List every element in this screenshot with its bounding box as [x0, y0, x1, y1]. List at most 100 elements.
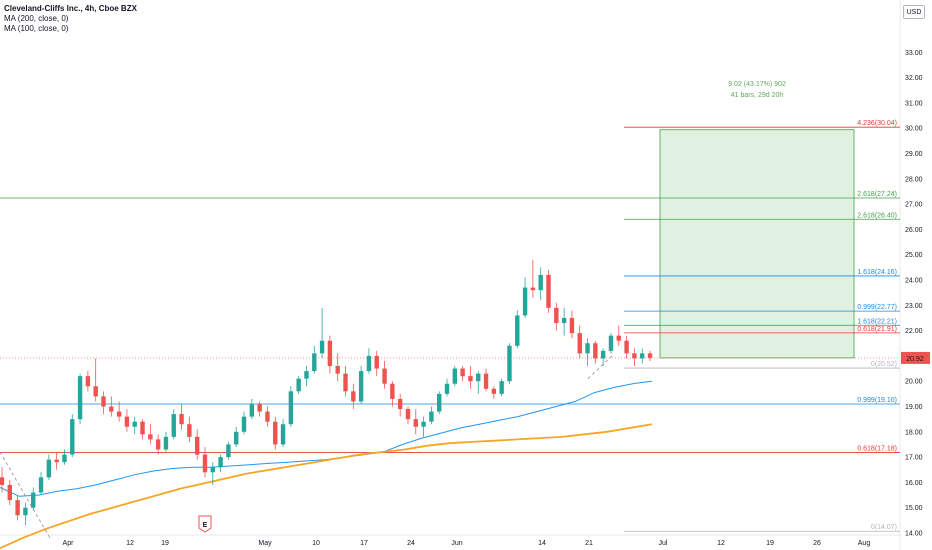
candle-body[interactable]: [319, 340, 325, 354]
candle-body[interactable]: [132, 421, 137, 427]
x-axis-tick-label: Apr: [63, 540, 75, 547]
trend-line[interactable]: [587, 355, 613, 379]
candle-body[interactable]: [335, 366, 340, 374]
trend-line[interactable]: [0, 451, 51, 539]
symbol-title[interactable]: Cleveland-Cliffs Inc., 4h, Cboe BZX: [4, 4, 137, 13]
candle-body[interactable]: [46, 459, 52, 478]
candle-body[interactable]: [600, 350, 606, 359]
x-axis-tick-label: 14: [538, 540, 546, 547]
candle-body[interactable]: [569, 317, 575, 334]
candle-body[interactable]: [312, 353, 317, 372]
candle-body[interactable]: [444, 383, 450, 394]
candle-body[interactable]: [421, 421, 426, 427]
candle-body[interactable]: [265, 411, 270, 422]
earnings-marker[interactable]: E: [198, 515, 212, 533]
candle-body[interactable]: [585, 343, 590, 354]
candle-body[interactable]: [382, 368, 387, 384]
candle-body[interactable]: [171, 414, 176, 437]
candle-body[interactable]: [148, 434, 153, 440]
candle-body[interactable]: [93, 386, 98, 397]
candle-body[interactable]: [468, 376, 473, 382]
candle-body[interactable]: [639, 353, 645, 359]
candle-body[interactable]: [218, 457, 223, 468]
candle-body[interactable]: [179, 414, 184, 425]
candle-body[interactable]: [515, 315, 520, 346]
candle-body[interactable]: [351, 391, 356, 402]
candle-body[interactable]: [163, 436, 169, 450]
candle-body[interactable]: [483, 373, 489, 389]
candle-body[interactable]: [249, 403, 255, 417]
candle-body[interactable]: [343, 373, 348, 392]
candle-body[interactable]: [397, 398, 403, 410]
candle-body[interactable]: [632, 353, 637, 359]
candle-body[interactable]: [187, 424, 192, 437]
candle-body[interactable]: [358, 371, 364, 402]
candle-body[interactable]: [210, 467, 215, 473]
candle-body[interactable]: [460, 368, 465, 377]
candle-body[interactable]: [280, 424, 286, 445]
candle-body[interactable]: [23, 507, 28, 516]
candle-body[interactable]: [491, 388, 497, 394]
y-axis-tick-label: 22.00: [905, 328, 923, 335]
candle-body[interactable]: [70, 419, 75, 455]
ma100-line[interactable]: [0, 380, 653, 497]
candle-body[interactable]: [54, 459, 59, 463]
candle-body[interactable]: [124, 416, 130, 427]
candle-body[interactable]: [327, 340, 333, 367]
ma200-legend[interactable]: MA (200, close, 0): [4, 14, 69, 23]
target-zone[interactable]: [659, 129, 855, 359]
ma200-line[interactable]: [0, 423, 653, 550]
candle-body[interactable]: [202, 454, 208, 473]
candle-body[interactable]: [413, 419, 418, 427]
ma100-legend[interactable]: MA (100, close, 0): [4, 24, 69, 33]
candle-body[interactable]: [429, 411, 434, 422]
candle-body[interactable]: [234, 431, 239, 445]
candle-body[interactable]: [437, 393, 442, 412]
candle-body[interactable]: [577, 333, 582, 354]
candle-body[interactable]: [62, 454, 67, 463]
candle-body[interactable]: [7, 484, 13, 501]
candle-body[interactable]: [452, 368, 458, 384]
candle-body[interactable]: [593, 343, 598, 359]
candle-body[interactable]: [155, 439, 161, 450]
candle-body[interactable]: [38, 477, 44, 493]
candle-body[interactable]: [226, 444, 231, 458]
candle-body[interactable]: [288, 391, 294, 425]
candle-body[interactable]: [499, 381, 504, 394]
candle-body[interactable]: [522, 287, 528, 316]
candle-body[interactable]: [257, 403, 262, 412]
candle-body[interactable]: [241, 416, 247, 432]
candle-body[interactable]: [273, 421, 278, 445]
candle-body[interactable]: [507, 345, 512, 382]
candle-body[interactable]: [538, 274, 543, 291]
candle-body[interactable]: [616, 335, 621, 341]
candle-body[interactable]: [15, 500, 20, 516]
candle-body[interactable]: [608, 335, 614, 351]
candle-body[interactable]: [296, 378, 301, 392]
currency-button[interactable]: USD: [903, 5, 925, 19]
candle-body[interactable]: [374, 355, 379, 369]
candle-body[interactable]: [31, 492, 36, 508]
candle-body[interactable]: [109, 406, 114, 412]
candle-body[interactable]: [0, 477, 5, 485]
candle-body[interactable]: [140, 421, 145, 435]
candle-body[interactable]: [77, 376, 83, 420]
candle-body[interactable]: [101, 396, 106, 407]
x-axis-tick-label: May: [258, 540, 272, 547]
candle-body[interactable]: [554, 307, 559, 324]
candle-body[interactable]: [476, 373, 481, 382]
candle-body[interactable]: [304, 371, 309, 379]
candle-body[interactable]: [561, 317, 567, 324]
candle-body[interactable]: [116, 411, 122, 417]
candle-body[interactable]: [530, 287, 536, 291]
earnings-badge[interactable]: [198, 515, 212, 533]
candle-body[interactable]: [546, 274, 551, 308]
candle-body[interactable]: [390, 383, 395, 399]
candle-body[interactable]: [85, 376, 91, 387]
candle-body[interactable]: [366, 355, 372, 372]
candle-body[interactable]: [194, 436, 200, 455]
candle-body[interactable]: [405, 409, 411, 420]
candle-body[interactable]: [647, 353, 653, 358]
candle-body[interactable]: [624, 340, 629, 354]
